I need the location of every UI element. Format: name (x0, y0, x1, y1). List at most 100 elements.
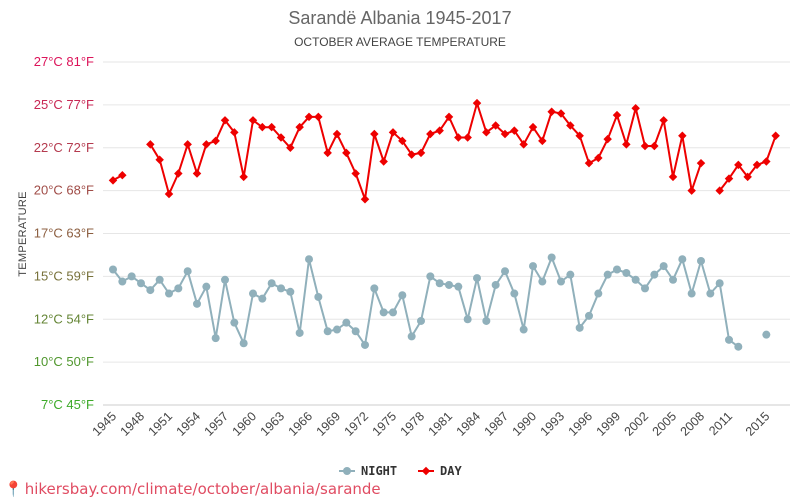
x-tick-label: 1993 (538, 409, 568, 439)
night-point (202, 282, 211, 291)
day-point (211, 136, 220, 146)
x-tick-label: 1960 (230, 409, 260, 439)
x-tick-label: 1945 (90, 409, 120, 439)
day-point (668, 172, 678, 182)
day-point (118, 170, 127, 180)
x-tick-label: 1987 (482, 409, 512, 439)
x-tick-label: 1990 (510, 409, 540, 439)
night-point (258, 294, 267, 303)
night-point (379, 308, 388, 317)
day-point (612, 110, 622, 120)
night-point (174, 284, 183, 293)
day-point (146, 140, 155, 149)
day-point (202, 140, 211, 149)
night-point (417, 316, 425, 325)
day-point (696, 158, 706, 168)
y-tick-label: 27°C 81°F (34, 54, 94, 69)
night-point (482, 316, 491, 325)
source-link[interactable]: 📍 hikersbay.com/climate/october/albania/s… (4, 480, 381, 498)
night-point (650, 270, 659, 279)
day-point (239, 172, 248, 182)
day-point (276, 133, 286, 142)
day-point (510, 126, 519, 135)
day-point (192, 169, 202, 178)
night-point (529, 262, 537, 271)
night-point (165, 289, 173, 298)
night-point (193, 299, 201, 308)
day-point (762, 157, 771, 166)
x-tick-label: 1951 (146, 409, 176, 439)
day-series-line (112, 102, 777, 201)
day-point (323, 148, 332, 158)
x-tick-label: 2011 (706, 409, 735, 438)
day-point (174, 169, 183, 178)
night-point (155, 275, 164, 284)
day-point (108, 176, 118, 185)
night-point (183, 267, 192, 276)
night-point (230, 318, 239, 327)
day-point (687, 186, 696, 195)
day-point (463, 133, 472, 142)
day-point (304, 112, 314, 122)
day-point (164, 189, 174, 199)
x-tick-label: 1999 (594, 409, 624, 439)
night-point (585, 311, 593, 320)
day-point (650, 141, 659, 151)
day-point (500, 129, 510, 139)
night-point (463, 315, 472, 324)
y-tick-label: 7°C 45°F (41, 397, 94, 412)
night-point (323, 327, 332, 336)
night-point (305, 255, 313, 264)
x-tick-label: 1996 (566, 409, 596, 439)
night-point (454, 282, 463, 291)
night-point (342, 318, 351, 327)
night-point (687, 289, 696, 298)
day-point (295, 122, 304, 132)
night-point (295, 328, 304, 337)
day-point (230, 128, 239, 137)
y-tick-label: 25°C 77°F (34, 97, 94, 112)
y-tick-label: 17°C 63°F (34, 226, 94, 241)
legend-night-label: NIGHT (361, 464, 397, 478)
x-tick-label: 2015 (743, 409, 773, 439)
night-point (435, 279, 444, 288)
night-series-line (113, 258, 766, 347)
night-point (659, 262, 668, 271)
day-point (267, 122, 276, 132)
x-tick-label: 1954 (174, 409, 204, 439)
night-point (249, 289, 257, 298)
day-point (426, 129, 435, 139)
night-point (547, 253, 556, 262)
day-point (342, 148, 351, 158)
night-point (641, 284, 649, 293)
night-point (575, 323, 584, 332)
day-point (547, 107, 556, 116)
night-point (389, 308, 397, 317)
night-point (426, 272, 435, 281)
day-point (351, 169, 360, 178)
night-point (137, 279, 145, 288)
day-point (407, 150, 416, 159)
night-point (594, 289, 603, 298)
night-point (603, 270, 612, 279)
night-point (538, 277, 547, 286)
night-point (734, 342, 743, 351)
night-point (519, 325, 528, 334)
legend-day-marker (421, 466, 431, 476)
night-point (622, 268, 631, 277)
day-point (584, 158, 594, 168)
day-point (332, 129, 342, 139)
chart-subtitle: OCTOBER AVERAGE TEMPERATURE (294, 35, 506, 49)
day-point (155, 155, 164, 164)
night-point (370, 284, 379, 293)
night-point (613, 265, 621, 274)
night-point (407, 332, 416, 341)
day-point (482, 128, 491, 137)
x-tick-label: 1963 (258, 409, 288, 439)
night-point (109, 265, 117, 274)
y-tick-label: 20°C 68°F (34, 183, 94, 198)
x-tick-label: 1984 (454, 409, 484, 439)
legend-night-marker (343, 467, 351, 475)
